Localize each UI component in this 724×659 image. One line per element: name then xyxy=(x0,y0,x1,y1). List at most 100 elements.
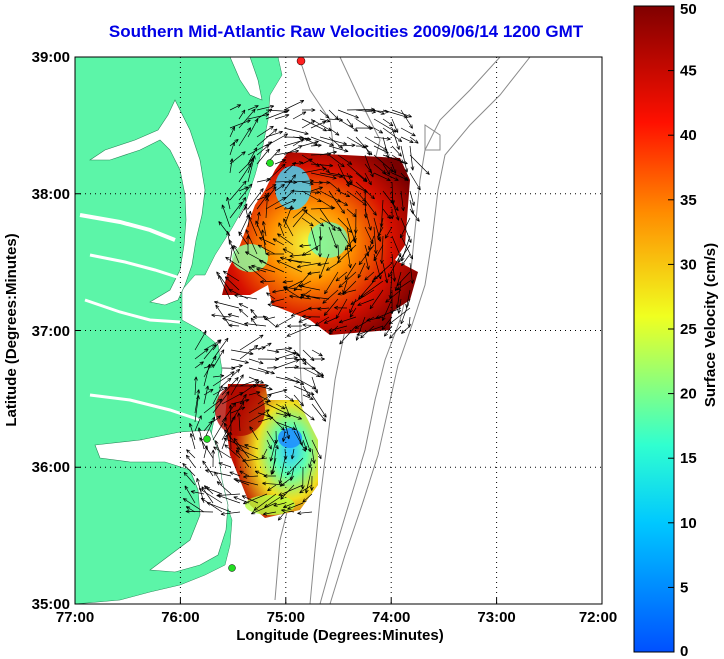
velocity-arrow xyxy=(328,190,345,214)
velocity-arrow xyxy=(307,271,321,276)
colorbar-tick-label: 35 xyxy=(680,192,697,209)
velocity-arrow xyxy=(409,262,414,284)
velocity-arrow xyxy=(247,155,256,183)
velocity-arrow xyxy=(324,271,339,295)
velocity-arrow xyxy=(248,409,270,423)
velocity-arrow xyxy=(256,104,275,111)
velocity-arrow xyxy=(257,367,275,375)
velocity-arrow xyxy=(292,209,308,228)
velocity-arrow xyxy=(309,475,314,491)
velocity-arrow xyxy=(289,294,312,300)
velocity-arrow xyxy=(328,181,341,192)
velocity-arrow xyxy=(397,298,402,314)
velocity-arrow xyxy=(228,431,233,450)
velocity-arrow xyxy=(202,460,214,477)
velocity-arrow xyxy=(275,412,288,417)
velocity-arrow xyxy=(337,154,353,165)
velocity-arrow xyxy=(287,324,303,328)
velocity-arrow xyxy=(216,481,232,495)
velocity-arrow xyxy=(364,145,371,156)
velocity-arrow xyxy=(230,358,249,364)
velocity-arrow xyxy=(213,300,240,309)
velocity-arrow xyxy=(212,386,228,396)
velocity-arrow xyxy=(274,159,287,165)
velocity-arrow xyxy=(409,136,419,144)
velocity-arrow xyxy=(338,271,357,288)
velocity-arrow xyxy=(400,127,416,137)
velocity-arrow xyxy=(221,377,232,387)
velocity-arrow xyxy=(250,502,277,515)
velocity-arrow xyxy=(258,237,276,246)
velocity-arrow xyxy=(364,172,372,186)
chesapeake-bay xyxy=(89,99,206,306)
velocity-arrow xyxy=(233,496,250,504)
velocity-arrow xyxy=(357,298,375,306)
velocity-arrow xyxy=(322,289,339,304)
velocity-arrow xyxy=(302,430,312,453)
velocity-arrow xyxy=(212,371,235,387)
velocity-arrow xyxy=(284,421,290,440)
velocity-arrow xyxy=(257,244,276,255)
velocity-arrow xyxy=(282,280,294,284)
velocity-arrow xyxy=(337,199,349,206)
velocity-arrow xyxy=(310,172,337,180)
velocity-arrow xyxy=(373,172,391,182)
velocity-arrow xyxy=(267,303,285,309)
velocity-arrow xyxy=(194,348,209,360)
velocity-arrow xyxy=(337,244,357,264)
velocity-arrow xyxy=(274,199,297,210)
x-tick: 76:00 xyxy=(161,609,199,626)
velocity-arrow xyxy=(337,289,357,296)
velocity-arrow xyxy=(182,498,205,513)
velocity-arrow xyxy=(261,229,267,255)
velocity-arrow xyxy=(388,307,411,325)
velocity-arrow xyxy=(274,184,285,192)
velocity-arrow xyxy=(229,119,251,129)
velocity-arrow xyxy=(243,474,259,479)
velocity-arrow xyxy=(344,235,357,251)
velocity-arrow xyxy=(239,344,259,360)
velocity-arrow xyxy=(302,323,321,327)
velocity-arrow xyxy=(373,145,389,154)
station-outer-banks xyxy=(203,435,211,443)
velocity-arrow xyxy=(317,262,330,267)
velocity-arrow xyxy=(247,147,258,165)
velocity-arrow xyxy=(328,154,345,168)
velocity-arrow xyxy=(289,253,312,258)
velocity-arrow xyxy=(236,447,259,459)
velocity-arrow xyxy=(400,190,405,212)
y-tick: 36:00 xyxy=(32,459,70,476)
velocity-arrow xyxy=(203,344,217,360)
velocity-arrow xyxy=(185,454,196,468)
velocity-arrow xyxy=(391,118,399,133)
velocity-arrow xyxy=(319,217,342,231)
velocity-arrow xyxy=(323,298,339,316)
velocity-arrow xyxy=(339,325,357,345)
velocity-arrow xyxy=(292,190,321,195)
velocity-arrow xyxy=(311,439,322,460)
velocity-arrow xyxy=(230,374,244,396)
velocity-arrow xyxy=(237,412,241,432)
velocity-arrow xyxy=(301,158,313,165)
velocity-arrow xyxy=(185,506,196,513)
velocity-arrow xyxy=(299,243,312,248)
velocity-arrow xyxy=(228,404,233,432)
velocity-arrow xyxy=(218,274,231,300)
velocity-arrow xyxy=(328,325,348,332)
colorbar-tick-label: 5 xyxy=(680,579,688,596)
velocity-arrow xyxy=(238,303,249,309)
velocity-arrow xyxy=(244,322,267,327)
velocity-arrow xyxy=(310,206,336,210)
velocity-arrow xyxy=(267,484,277,492)
velocity-arrow xyxy=(355,316,366,341)
velocity-arrow xyxy=(400,145,409,173)
velocity-arrow xyxy=(282,248,294,255)
velocity-arrow xyxy=(200,497,223,513)
velocity-arrow xyxy=(283,205,293,228)
x-tick: 74:00 xyxy=(372,609,410,626)
velocity-arrow xyxy=(259,279,276,284)
velocity-arrow xyxy=(358,244,375,266)
velocity-vectors xyxy=(182,100,430,521)
velocity-arrow xyxy=(335,271,348,282)
